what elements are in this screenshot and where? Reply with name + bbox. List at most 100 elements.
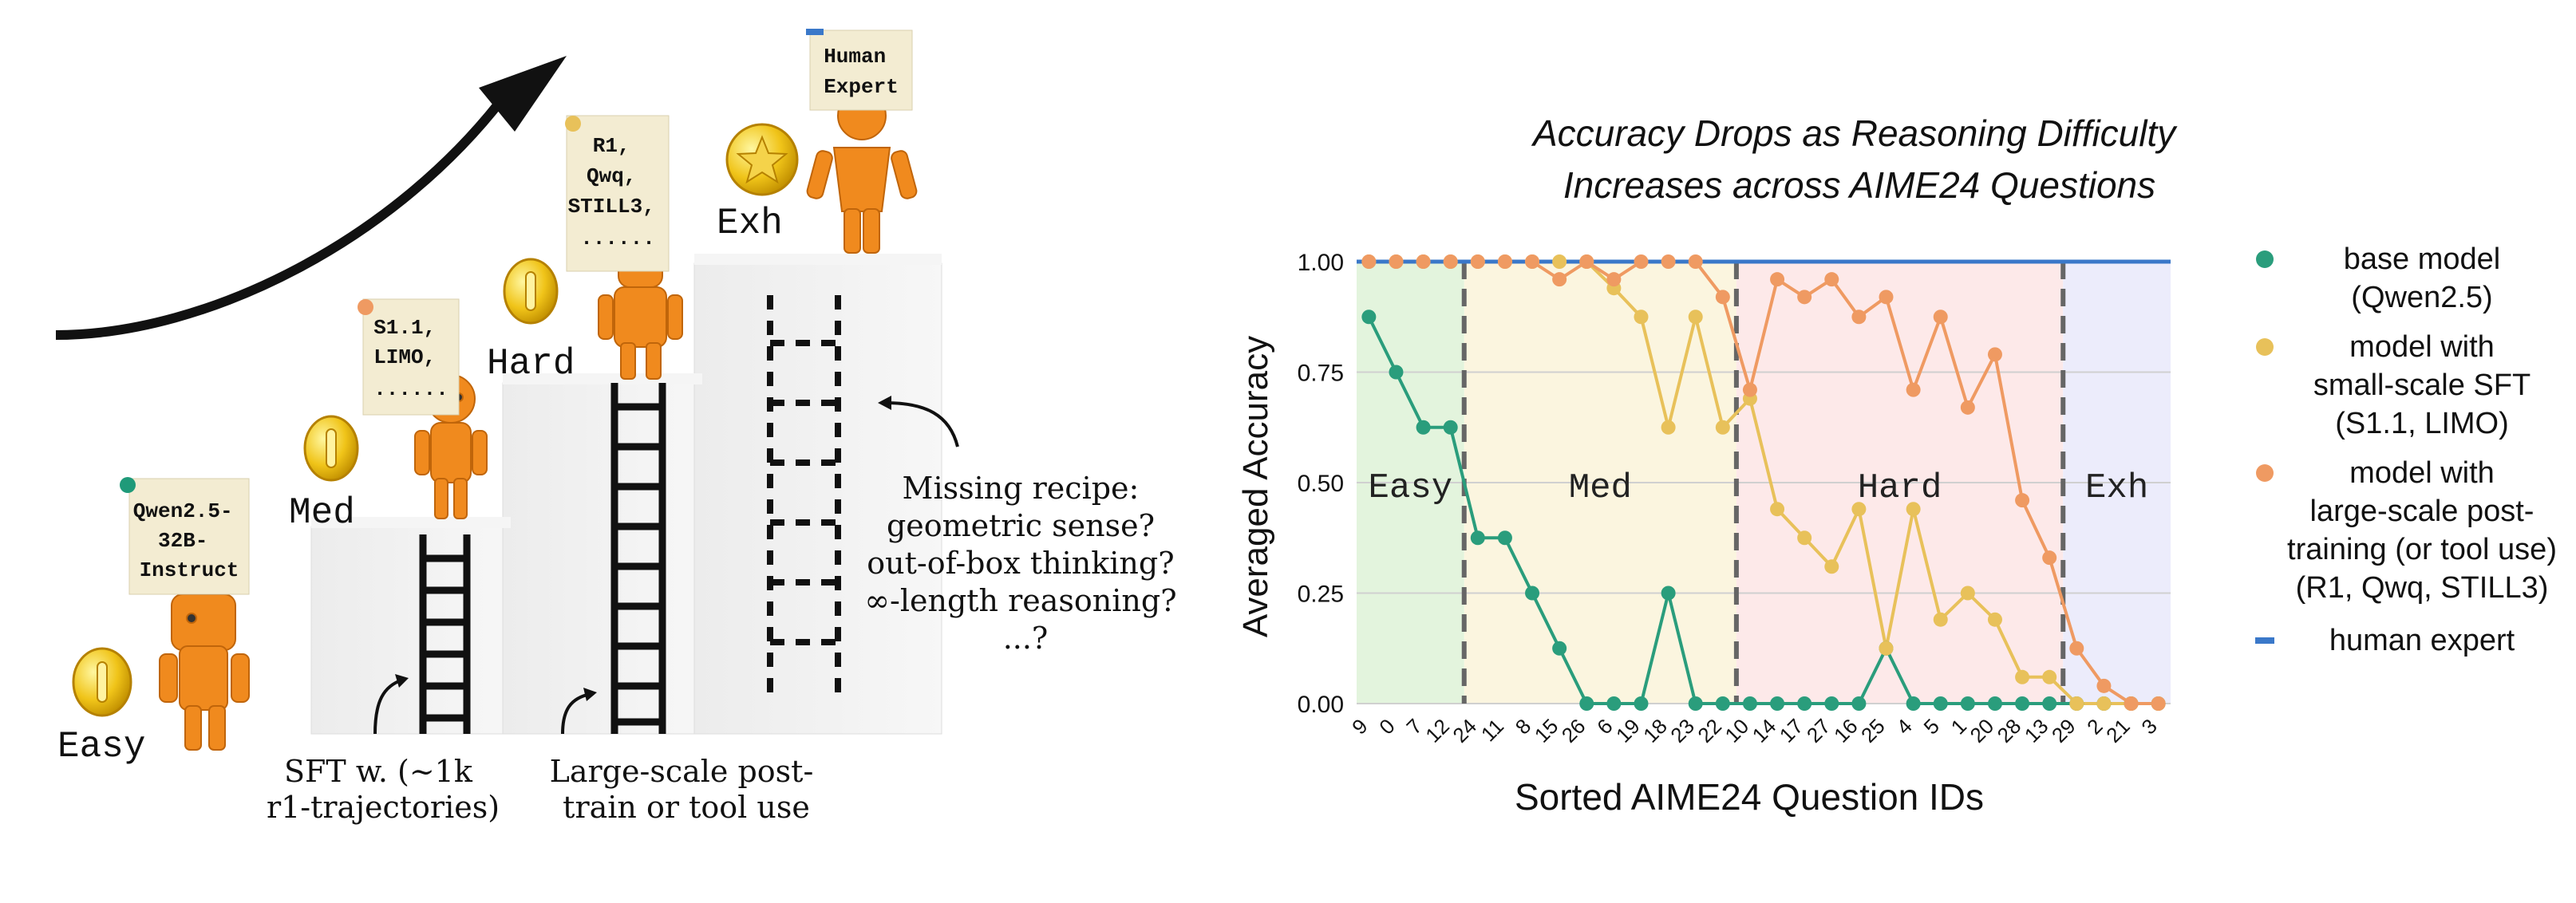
coin-icon <box>503 258 559 325</box>
data-point <box>1715 290 1730 305</box>
data-point <box>1906 502 1921 517</box>
y-tick-label: 0.75 <box>1298 361 1344 387</box>
data-point <box>1770 696 1785 711</box>
block-tops <box>311 517 511 528</box>
data-point <box>1715 696 1730 711</box>
data-point <box>1552 254 1567 269</box>
data-point <box>1688 696 1703 711</box>
data-point <box>1824 272 1839 287</box>
data-point <box>1906 696 1921 711</box>
x-tick-label: 4 <box>1891 714 1916 739</box>
note-hard: R1, Qwq, STILL3, ...... <box>565 115 670 272</box>
legend-entry: human expert <box>2329 624 2515 657</box>
legend-entry-line: (R1, Qwq, STILL3) <box>2296 571 2549 605</box>
x-tick-label: 0 <box>1374 714 1399 739</box>
x-tick-label: 6 <box>1592 714 1617 739</box>
x-tick-label: 11 <box>1476 714 1508 746</box>
legend-entry: model with small-scale SFT (S1.1, LIMO) <box>2313 330 2531 440</box>
note-med-line: ...... <box>373 377 448 401</box>
data-point <box>2096 696 2112 711</box>
legend-entry: model with large-scale post-training (or … <box>2287 456 2557 605</box>
data-point <box>1497 530 1512 546</box>
caption-missing: Missing recipe: geometric sense? out-of-… <box>864 471 1186 656</box>
legend-marker <box>2256 250 2274 268</box>
data-point <box>1797 530 1812 546</box>
ladder-hard <box>610 383 666 734</box>
caption-sft-line: r1-trajectories) <box>267 790 500 825</box>
note-easy-line: 32B- <box>158 529 207 553</box>
coin-icon <box>303 415 359 482</box>
note-med-line: LIMO, <box>373 345 436 369</box>
data-point <box>1715 420 1730 435</box>
stage-label-easy: Easy <box>57 726 145 767</box>
data-point <box>1579 696 1594 711</box>
caption-missing-line: Missing recipe: <box>903 471 1140 506</box>
data-point <box>1960 696 1975 711</box>
robot-easy-icon <box>159 593 250 751</box>
y-axis-label: Averaged Accuracy <box>1236 336 1275 637</box>
caption-arrow <box>885 401 959 448</box>
data-point <box>1960 586 1975 601</box>
y-tick-label: 0.00 <box>1298 692 1344 718</box>
y-tick-label: 0.25 <box>1298 582 1344 608</box>
data-point <box>1634 696 1649 711</box>
legend-entry-line: training (or tool use) <box>2287 533 2557 566</box>
x-tick-label: 25 <box>1856 714 1890 747</box>
note-hard-line: ...... <box>580 227 655 250</box>
note-med-line: S1.1, <box>373 316 436 340</box>
data-point <box>1688 310 1703 325</box>
data-point <box>1933 696 1948 711</box>
x-tick-label: 8 <box>1511 714 1535 739</box>
x-tick-label: 2 <box>2082 714 2107 739</box>
data-point <box>1416 420 1431 435</box>
data-point <box>1552 272 1567 287</box>
y-tick-label: 0.50 <box>1298 471 1344 497</box>
region-label: Hard <box>1858 468 1942 508</box>
data-point <box>2151 696 2166 711</box>
x-tick-label: 9 <box>1347 714 1372 739</box>
data-point <box>1389 254 1404 269</box>
data-point <box>1851 310 1867 325</box>
data-point <box>2042 669 2057 684</box>
block-exh <box>693 262 942 735</box>
legend-entry-line: (S1.1, LIMO) <box>2335 407 2509 440</box>
svg-text:R1, Qwq, STILL3,: R1, Qwq, STILL3, ...... <box>568 134 668 250</box>
data-point <box>2042 550 2057 566</box>
data-point <box>1634 310 1649 325</box>
x-axis-label: Sorted AIME24 Question IDs <box>1515 776 1984 818</box>
y-tick-label: 1.00 <box>1298 250 1344 276</box>
data-point <box>1470 254 1485 269</box>
data-point <box>1470 530 1485 546</box>
data-point <box>1525 586 1540 601</box>
data-point <box>2096 678 2112 693</box>
data-point <box>1661 586 1676 601</box>
region-label: Exh <box>2085 468 2148 508</box>
legend-marker <box>2256 338 2274 356</box>
caption-missing-line: ∞-length reasoning? <box>864 583 1176 618</box>
legend-entry-line: human expert <box>2329 624 2515 657</box>
data-point <box>1987 347 2002 362</box>
caption-large-line: train or tool use <box>563 790 810 825</box>
data-point <box>2015 669 2030 684</box>
data-point <box>1770 272 1785 287</box>
data-point <box>1906 382 1921 397</box>
x-tick-label: 26 <box>1557 714 1590 747</box>
data-point <box>1661 254 1676 269</box>
progress-arrow-head <box>479 56 567 132</box>
data-point <box>1770 502 1785 517</box>
chart-legend: base model (Qwen2.5) model with small-scale… <box>2255 243 2557 657</box>
svg-text:S1.1, LIMO, ......: S1.1, LIMO, ...... <box>373 316 448 401</box>
data-point <box>1851 696 1867 711</box>
legend-entry-line: (Qwen2.5) <box>2351 281 2492 314</box>
coin-icon <box>72 647 132 717</box>
x-tick-label: 1 <box>1946 714 1971 739</box>
data-point <box>1634 254 1649 269</box>
note-easy-line: Instruct <box>140 558 239 582</box>
data-point <box>1361 310 1377 325</box>
data-point <box>1824 696 1839 711</box>
x-tick-label: 5 <box>1919 714 1944 739</box>
data-point <box>1742 696 1757 711</box>
chart-title: Accuracy Drops as Reasoning Difficulty I… <box>1531 112 2186 206</box>
legend-marker <box>2255 637 2274 644</box>
